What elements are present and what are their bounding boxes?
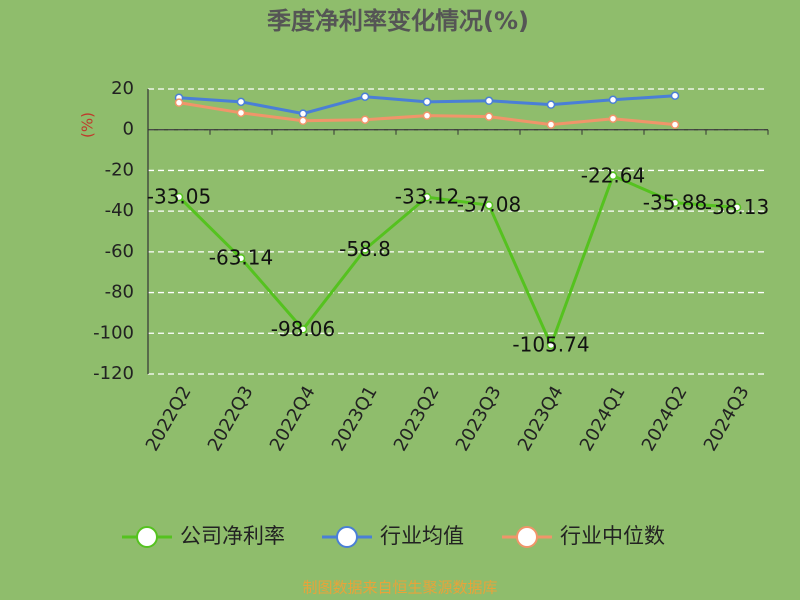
point [298, 116, 308, 126]
y-axis-label: (%) [79, 112, 97, 138]
x-tick-label: 2024Q2 [638, 383, 692, 455]
data-label: -33.05 [147, 184, 211, 208]
point [174, 192, 184, 202]
series-line [177, 173, 738, 349]
point [670, 198, 680, 208]
data-label: -37.08 [457, 193, 521, 217]
point [298, 325, 308, 334]
point [484, 200, 494, 210]
y-tick-label: -120 [93, 363, 134, 384]
point [732, 203, 742, 212]
legend-item: 行业均值 [322, 524, 464, 548]
data-label: -33.12 [395, 185, 459, 209]
legend-label: 行业均值 [380, 524, 464, 548]
point [422, 111, 432, 120]
data-label: -63.14 [209, 246, 273, 270]
point [360, 245, 370, 254]
x-tick-label: 2023Q2 [390, 383, 444, 455]
x-tick-label: 2024Q3 [700, 383, 754, 455]
x-tick-label: 2023Q3 [452, 383, 506, 455]
point [484, 96, 494, 106]
y-tick-label: -80 [105, 282, 134, 303]
y-tick-label: -40 [105, 200, 134, 221]
x-tick-label: 2024Q1 [576, 383, 630, 455]
legend-label: 行业中位数 [560, 524, 665, 548]
legend-marker [136, 526, 158, 548]
data-label: -22.64 [581, 163, 645, 187]
y-tick-label: 20 [111, 78, 134, 99]
point [422, 97, 432, 107]
point [298, 109, 308, 118]
point [360, 92, 370, 101]
point [670, 91, 680, 100]
point [360, 115, 370, 124]
source-note: 制图数据来自恒生聚源数据库 [302, 579, 497, 597]
data-label: -38.13 [705, 195, 769, 219]
point [608, 114, 618, 123]
point [608, 171, 618, 181]
x-tick-label: 2023Q4 [514, 383, 568, 455]
legend-item: 行业中位数 [502, 524, 665, 548]
point [422, 192, 432, 202]
data-label: -58.8 [339, 237, 391, 261]
x-tick-label: 2022Q2 [142, 383, 196, 455]
point [236, 97, 246, 107]
point [236, 108, 246, 118]
legend-label: 公司净利率 [180, 524, 285, 548]
x-tick-label: 2022Q4 [266, 383, 320, 455]
point [546, 100, 556, 109]
y-tick-label: -20 [105, 159, 134, 180]
legend-marker [516, 526, 538, 548]
y-tick-label: -60 [105, 241, 134, 262]
point [546, 340, 556, 350]
x-tick-label: 2023Q1 [328, 383, 382, 455]
point [174, 98, 184, 107]
y-tick-label: -100 [93, 322, 134, 343]
y-tick-label: 0 [123, 119, 134, 140]
point [484, 112, 494, 121]
point [236, 253, 246, 263]
chart-title: 季度净利率变化情况(%) [267, 7, 529, 35]
legend-item: 公司净利率 [122, 524, 285, 548]
legend-marker [336, 526, 358, 548]
data-label: -105.74 [512, 332, 589, 356]
point [608, 95, 618, 105]
data-label: -98.06 [271, 317, 335, 341]
data-label: -35.88 [643, 190, 707, 214]
point [546, 120, 556, 129]
point [670, 120, 680, 129]
x-tick-label: 2022Q3 [204, 383, 258, 455]
